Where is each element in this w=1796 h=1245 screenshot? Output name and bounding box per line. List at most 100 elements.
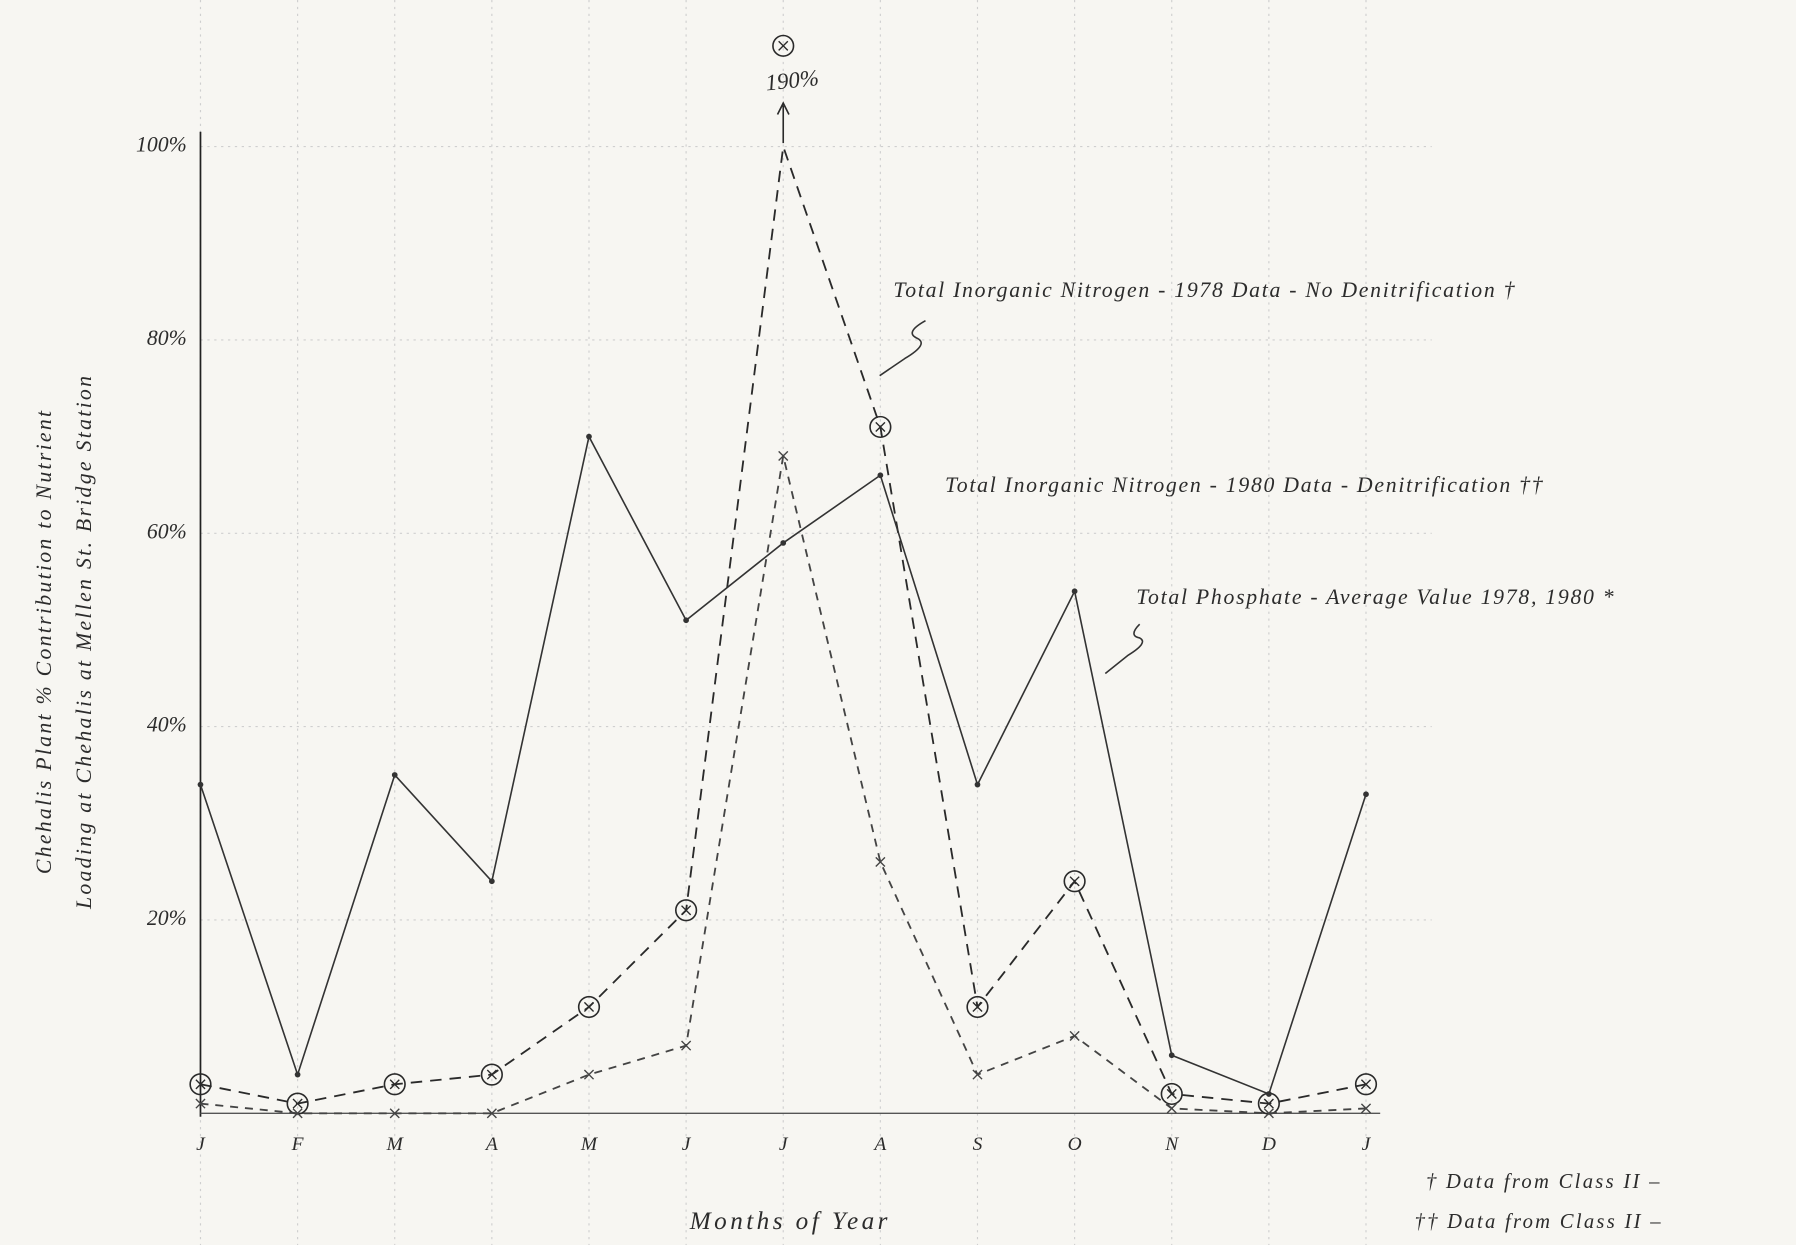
point <box>683 617 689 624</box>
series-label: Total Inorganic Nitrogen - 1980 Data - D… <box>945 473 1544 497</box>
point-cross <box>389 1108 400 1119</box>
point <box>1160 1082 1183 1106</box>
point-ring <box>966 995 989 1019</box>
point <box>292 1108 303 1119</box>
point-dot <box>974 781 981 788</box>
point-cross <box>778 40 789 51</box>
point <box>1069 1030 1080 1042</box>
point <box>197 781 204 788</box>
point <box>1263 1108 1274 1119</box>
point-cross <box>1166 1088 1177 1100</box>
point-cross <box>681 1040 692 1051</box>
point <box>189 1073 212 1096</box>
point-dot <box>1363 791 1369 798</box>
x-tick-label: M <box>386 1134 405 1155</box>
y-tick-label: 100% <box>136 133 187 157</box>
point-dot <box>294 1071 301 1078</box>
x-tick-label: F <box>291 1134 305 1155</box>
point <box>966 995 989 1019</box>
x-tick-label: M <box>580 1134 599 1155</box>
point-cross <box>1069 1030 1080 1042</box>
point-dot <box>780 540 787 546</box>
point-ring <box>869 415 892 439</box>
x-tick-label: A <box>484 1134 498 1155</box>
point <box>583 1069 595 1080</box>
point-cross <box>1263 1108 1274 1119</box>
y-axis-label: Chehalis Plant % Contribution to Nutrien… <box>32 409 56 875</box>
point <box>294 1071 301 1078</box>
point <box>391 772 398 778</box>
point <box>1071 588 1078 595</box>
point-dot <box>877 472 884 479</box>
point-cross <box>583 1069 595 1080</box>
point-dot <box>1168 1052 1175 1059</box>
point <box>488 878 495 885</box>
x-tick-label: J <box>779 1134 789 1155</box>
point-cross <box>972 1069 983 1080</box>
x-axis-label: Months of Year <box>689 1208 891 1235</box>
point-dot <box>586 433 592 440</box>
point <box>195 1098 206 1109</box>
label-pointer <box>1104 623 1144 675</box>
point-dot <box>683 617 689 624</box>
y-tick-label: 80% <box>147 326 187 350</box>
point <box>780 540 787 546</box>
series-label: Total Phosphate - Average Value 1978, 19… <box>1136 585 1615 609</box>
point <box>1363 791 1369 798</box>
x-tick-label: D <box>1261 1134 1276 1155</box>
point-cross <box>972 1001 983 1013</box>
point <box>869 415 892 439</box>
y-tick-label: 20% <box>147 906 187 930</box>
point <box>1063 870 1086 893</box>
y-axis-label: Loading at Chehalis at Mellen St. Bridge… <box>72 374 96 910</box>
point-cross <box>292 1098 303 1109</box>
point <box>875 856 886 868</box>
point-cross <box>1069 876 1080 887</box>
point <box>577 995 601 1019</box>
point-cross <box>292 1108 303 1119</box>
x-tick-label: S <box>973 1134 983 1155</box>
point-ring <box>1160 1082 1183 1106</box>
point <box>1360 1103 1372 1114</box>
point <box>1166 1103 1177 1114</box>
point-ring <box>1354 1073 1378 1096</box>
point <box>778 450 789 462</box>
point <box>586 433 592 440</box>
point-cross <box>1360 1103 1372 1114</box>
label-pointer <box>879 319 926 377</box>
footnote: †† Data from Class II – <box>1415 1211 1663 1233</box>
point <box>486 1108 497 1119</box>
point-ring <box>772 34 795 57</box>
x-tick-label: J <box>196 1134 206 1155</box>
point-ring <box>189 1073 212 1096</box>
point-cross <box>1360 1079 1372 1090</box>
footnote: † Data from Class II – <box>1426 1171 1662 1193</box>
point-cross <box>583 1001 595 1013</box>
point-cross <box>1263 1098 1274 1109</box>
point-ring <box>1063 870 1086 893</box>
off-scale-arrow <box>776 101 790 144</box>
point <box>972 1069 983 1080</box>
point <box>681 1040 692 1051</box>
point-cross <box>681 905 692 916</box>
grid <box>199 0 1432 1245</box>
x-tick-label: J <box>1362 1134 1372 1155</box>
x-tick-label: O <box>1068 1134 1082 1155</box>
point <box>480 1063 503 1086</box>
series-label: Total Inorganic Nitrogen - 1978 Data - N… <box>893 278 1516 302</box>
point <box>674 899 698 922</box>
value-label: 190% <box>764 65 820 95</box>
x-tick-label: J <box>682 1134 692 1155</box>
point <box>772 34 795 57</box>
point-cross <box>486 1069 497 1080</box>
x-tick-label: A <box>872 1134 886 1155</box>
point <box>974 781 981 788</box>
point-cross <box>875 856 886 868</box>
x-tick-label: N <box>1164 1134 1179 1155</box>
point <box>389 1108 400 1119</box>
point-ring <box>577 995 601 1019</box>
point-cross <box>195 1079 206 1090</box>
point-dot <box>197 781 204 788</box>
